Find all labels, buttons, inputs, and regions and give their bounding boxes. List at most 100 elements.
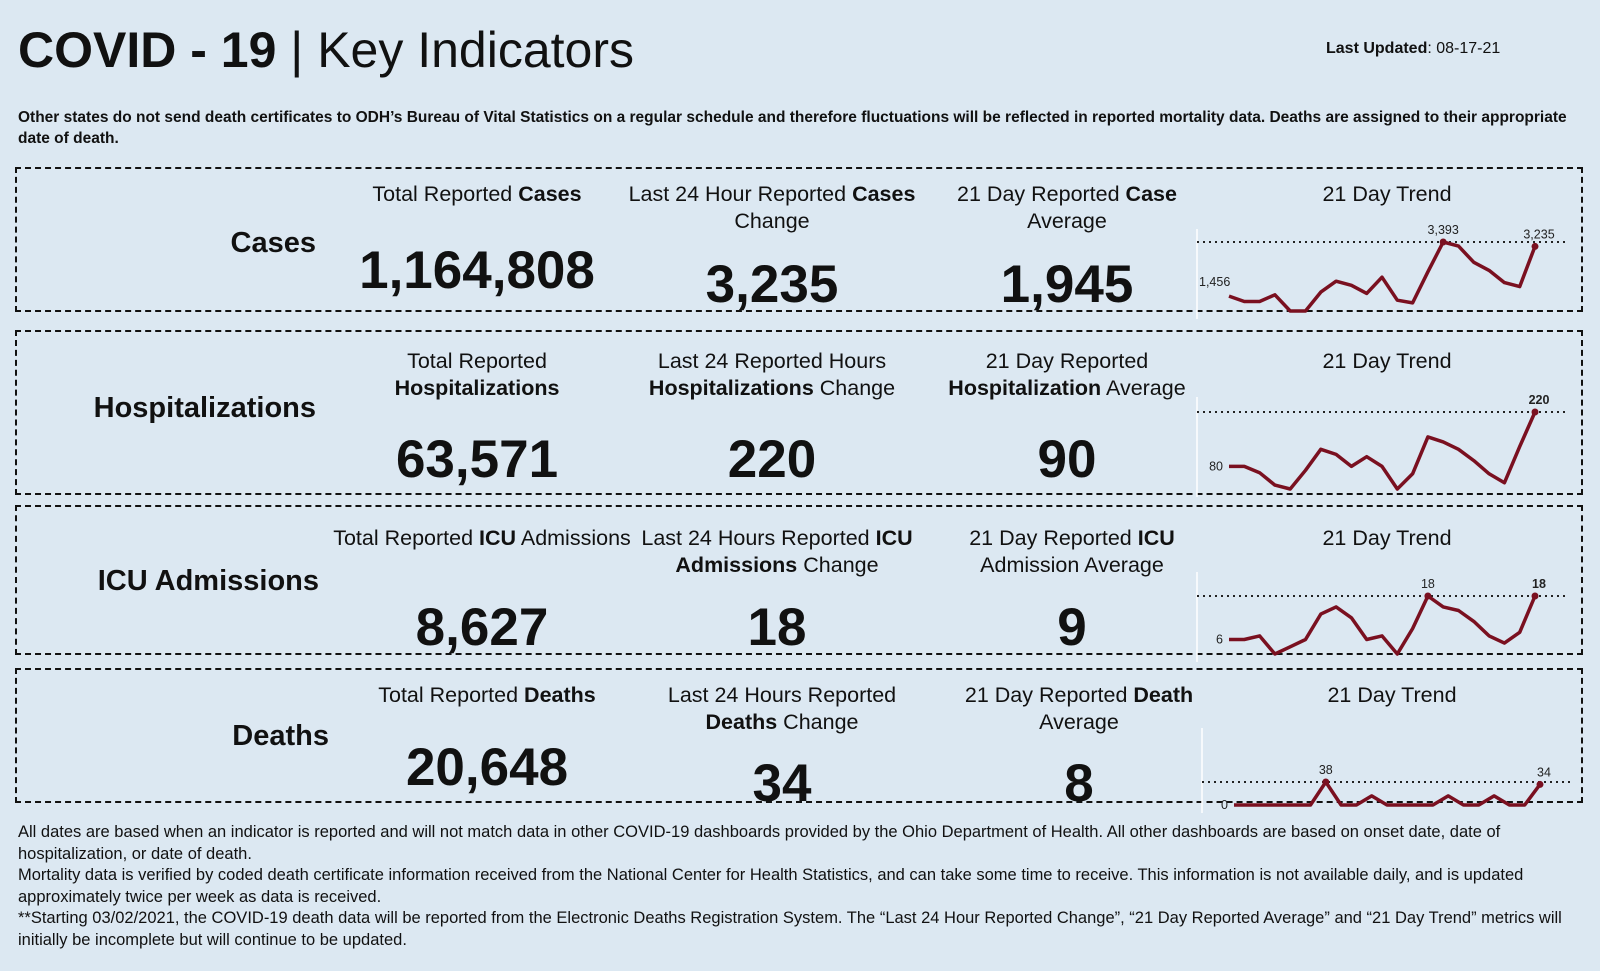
trend-point	[1536, 780, 1544, 788]
metric-title-bold: ICU Admissions	[675, 526, 913, 577]
trend-line	[1229, 594, 1537, 656]
metric-21day-average: 21 Day Reported ICU Admission Average 9	[922, 525, 1222, 657]
sparkline: 1,456 3,393 3,235	[1196, 223, 1567, 319]
metric-title-post: Average	[1027, 209, 1107, 233]
metric-title: Last 24 Hours Reported Deaths Change	[632, 682, 932, 736]
metric-title-pre: 21 Day Reported	[985, 349, 1149, 373]
metric-title-bold: Death	[1133, 683, 1194, 707]
sparkline: 80 220	[1196, 393, 1567, 497]
metric-24h-change: Last 24 Hours Reported Deaths Change 34	[632, 682, 932, 813]
metric-title-post: Average	[1039, 710, 1119, 734]
metric-value: 63,571	[395, 430, 559, 489]
trend-title: 21 Day Trend	[1327, 683, 1457, 707]
metric-title-post: Admission Average	[980, 553, 1164, 577]
metric-24h-change: Last 24 Hour Reported Cases Change 3,235	[622, 181, 922, 314]
metric-value: 3,235	[705, 255, 839, 314]
metric-title-pre: Total Reported	[407, 349, 547, 373]
metric-title: 21 Day Reported ICU Admission Average	[922, 525, 1222, 579]
trend-title: 21 Day Trend	[1322, 349, 1452, 373]
metric-title-bold: Cases	[852, 182, 916, 206]
trend-max-label: 3,393	[1428, 223, 1459, 237]
metric-title-bold: Deaths	[524, 683, 596, 707]
metric-title-pre: Last 24 Hours Reported	[667, 683, 897, 707]
metric-title-bold: Cases	[518, 182, 582, 206]
trend-title: 21 Day Trend	[1322, 182, 1452, 206]
trend-line	[1229, 411, 1537, 491]
metric-title: 21 Day Reported Death Average	[929, 682, 1229, 736]
title-bold: COVID - 19	[18, 22, 277, 78]
metric-title-pre: Total Reported	[378, 683, 525, 707]
last-updated-label: Last Updated	[1326, 40, 1428, 57]
metric-title-pre: Last 24 Reported Hours	[657, 349, 887, 373]
metric-title-pre: 21 Day Reported	[957, 182, 1126, 206]
metric-24h-change: Last 24 Hours Reported ICU Admissions Ch…	[627, 525, 927, 657]
trend-start-label: 0	[1221, 798, 1228, 812]
metric-value: 1,164,808	[359, 241, 595, 300]
row-label: Deaths	[232, 720, 329, 752]
metric-title: Total Reported Hospitalizations	[327, 348, 627, 402]
metric-title-post: Change	[797, 553, 879, 577]
metric-title-bold: Hospitalization	[948, 376, 1102, 400]
metric-title-pre: Total Reported	[372, 182, 519, 206]
metric-title-bold: Case	[1125, 182, 1177, 206]
trend-point	[1531, 408, 1539, 416]
metric-value: 8,627	[415, 598, 549, 657]
trend-chart: 21 Day Trend 6 18 18	[1196, 525, 1577, 662]
trend-line	[1228, 240, 1537, 313]
sparkline: 0 38 34	[1201, 728, 1572, 813]
trend-end-label: 3,235	[1523, 227, 1554, 241]
page-title: COVID - 19 | Key Indicators	[18, 18, 634, 82]
metric-title-pre: Last 24 Hour Reported	[628, 182, 853, 206]
metric-value: 9	[1057, 598, 1087, 657]
metric-total: Total Reported Cases 1,164,808	[327, 181, 627, 300]
metric-title-post: Admissions	[516, 526, 631, 550]
metric-value: 18	[747, 598, 807, 657]
metric-title: Total Reported ICU Admissions	[332, 525, 632, 552]
trend-start-label: 1,456	[1199, 275, 1230, 289]
trend-chart: 21 Day Trend 1,456 3,393 3,235	[1196, 181, 1577, 319]
metric-title: 21 Day Reported Case Average	[917, 181, 1217, 235]
footer-note-mortality: Mortality data is verified by coded deat…	[18, 866, 1524, 906]
trend-start-label: 6	[1216, 633, 1223, 647]
trend-point	[1322, 778, 1330, 786]
row-label: ICU Admissions	[97, 565, 319, 597]
panel-icu-admissions: ICU Admissions Total Reported ICU Admissi…	[15, 505, 1583, 662]
last-updated-value: : 08-17-21	[1427, 40, 1501, 57]
metric-title: Last 24 Reported Hours Hospitalizations …	[622, 348, 922, 402]
row-label: Hospitalizations	[93, 392, 316, 424]
metric-title-bold: ICU	[479, 526, 517, 550]
title-rest: Key Indicators	[317, 22, 635, 78]
metric-title-post: Change	[777, 710, 859, 734]
metric-21day-average: 21 Day Reported Case Average 1,945	[917, 181, 1217, 314]
trend-point	[1531, 242, 1539, 250]
metric-title-bold: Deaths	[705, 710, 778, 734]
mortality-note: Other states do not send death certifica…	[18, 109, 1567, 147]
trend-line	[1234, 780, 1542, 807]
metric-title: 21 Day Reported Hospitalization Average	[917, 348, 1217, 402]
metric-title: Total Reported Deaths	[337, 682, 637, 709]
metric-title: Last 24 Hour Reported Cases Change	[622, 181, 922, 235]
trend-chart: 21 Day Trend 0 38 34	[1201, 682, 1582, 813]
metric-value: 90	[1037, 430, 1097, 489]
metric-value: 20,648	[405, 738, 569, 797]
trend-max-label: 18	[1421, 577, 1435, 591]
trend-max-label: 38	[1319, 763, 1333, 777]
footer-note-dates: All dates are based when an indicator is…	[18, 823, 1501, 863]
trend-point	[1531, 592, 1539, 600]
metric-title-post: Change	[813, 376, 896, 400]
trend-title: 21 Day Trend	[1322, 526, 1452, 550]
metric-value: 34	[752, 754, 812, 813]
metric-21day-average: 21 Day Reported Death Average 8	[929, 682, 1229, 813]
metric-title-bold: Hospitalizations	[394, 376, 560, 400]
panel-deaths: Deaths Total Reported Deaths 20,648 Last 24…	[15, 668, 1583, 813]
metric-title-post: Average	[1101, 376, 1186, 400]
footer-notes: All dates are based when an indicator is…	[18, 822, 1593, 951]
metric-title-bold: Hospitalizations	[648, 376, 814, 400]
metric-21day-average: 21 Day Reported Hospitalization Average 9…	[917, 348, 1217, 489]
metric-value: 220	[727, 430, 817, 489]
metric-title: Last 24 Hours Reported ICU Admissions Ch…	[627, 525, 927, 579]
trend-point	[1439, 238, 1447, 246]
sparkline: 6 18 18	[1196, 572, 1567, 662]
metric-title-post: Change	[734, 209, 810, 233]
panel-cases: Cases Total Reported Cases 1,164,808 Last 2…	[15, 167, 1583, 319]
